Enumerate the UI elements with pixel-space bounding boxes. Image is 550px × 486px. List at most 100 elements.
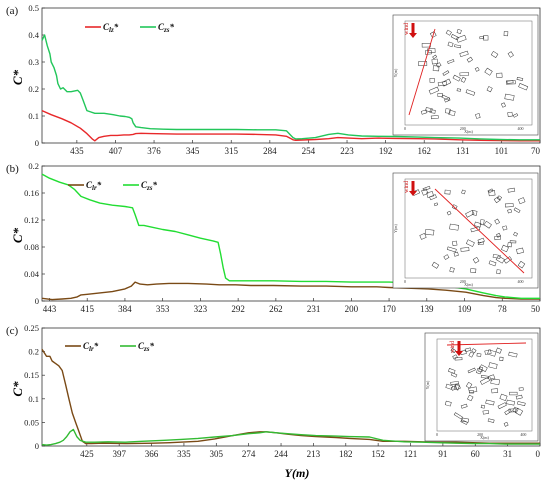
building [427, 48, 436, 54]
building [488, 260, 497, 267]
building [483, 35, 489, 41]
wind-arrow-shaft [411, 181, 415, 191]
building [487, 418, 495, 423]
x-tick-label: 223 [340, 146, 354, 156]
building [496, 269, 501, 275]
building [493, 196, 501, 204]
building [485, 399, 495, 406]
building [516, 77, 524, 81]
building [418, 61, 428, 67]
plot-frame [41, 7, 541, 144]
building [446, 246, 457, 253]
building [467, 367, 476, 374]
inset-tick-label: 400 [517, 279, 523, 284]
legend: Clz* Czs* [85, 22, 174, 34]
building [444, 400, 452, 407]
building [465, 239, 475, 247]
y-tick-label: 0.08 [24, 242, 39, 252]
y-tick-label: 0.12 [24, 215, 39, 225]
building [489, 374, 496, 381]
y-axis-label: C* [10, 381, 25, 397]
building [518, 83, 529, 91]
building [424, 228, 435, 236]
building [447, 59, 455, 64]
building [512, 113, 519, 118]
building [507, 187, 516, 193]
x-tick-label: 78 [498, 304, 508, 314]
building [445, 383, 453, 390]
building [479, 219, 485, 226]
inset-plot-area [436, 338, 533, 432]
building [425, 107, 433, 113]
building [488, 190, 496, 197]
x-axis-label: Y(m) [285, 466, 310, 480]
building [509, 391, 518, 396]
series-line-2 [41, 34, 540, 141]
y-tick-label: 0.25 [24, 323, 39, 333]
x-tick-label: 121 [404, 449, 418, 459]
x-tick-label: 182 [339, 449, 353, 459]
building [428, 86, 440, 95]
inset-tick-label: 0 [404, 279, 406, 284]
building [503, 256, 512, 264]
x-tick-label: 60 [471, 449, 481, 459]
building [448, 368, 456, 374]
y-axis-label: C* [10, 69, 25, 85]
y-tick-label: 0.04 [24, 269, 40, 279]
building [450, 34, 459, 41]
building [452, 240, 458, 246]
legend-label: Clz* [103, 22, 119, 34]
x-tick-label: 101 [495, 146, 509, 156]
building [492, 254, 501, 259]
y-tick-label: 0 [35, 296, 39, 306]
y-tick-label: 0.15 [24, 370, 39, 380]
panel-label: (a) [6, 5, 19, 17]
y-tick-label: 0.2 [28, 161, 39, 171]
building [496, 232, 501, 238]
building [443, 254, 450, 260]
building [488, 362, 498, 370]
building [500, 102, 506, 108]
panel-2: 0 0.04 0.08 0.12 0.16 0.2 443 415 384 353 323 292 26… [6, 161, 541, 314]
inset-map: wind X(m) Y(m) 0 200 400 [392, 172, 539, 289]
building [435, 62, 442, 68]
x-tick-label: 305 [210, 449, 224, 459]
wind-arrow-head [409, 33, 417, 38]
building [450, 348, 457, 354]
building [499, 393, 508, 401]
building [459, 72, 469, 77]
building [432, 54, 438, 60]
building [495, 255, 505, 264]
x-tick-label: 152 [371, 449, 385, 459]
building [479, 364, 488, 372]
building [454, 44, 462, 49]
x-tick-label: 335 [177, 449, 191, 459]
building [460, 419, 468, 425]
building [453, 384, 460, 391]
x-tick-label: 0 [536, 449, 541, 459]
y-tick-label: 0.4 [28, 30, 39, 40]
building [503, 421, 509, 427]
building [461, 189, 466, 195]
building [460, 403, 468, 409]
building [480, 404, 486, 409]
building [453, 412, 463, 420]
building [459, 50, 469, 58]
wind-label: wind [404, 181, 410, 193]
panel-label: (b) [6, 163, 19, 175]
building [460, 76, 467, 83]
building [497, 402, 507, 410]
x-tick-label: 213 [307, 449, 321, 459]
building [507, 111, 513, 117]
building [465, 209, 475, 218]
building [466, 56, 473, 63]
building [501, 244, 509, 253]
building [506, 399, 515, 406]
building [516, 247, 524, 255]
building [518, 387, 524, 391]
x-tick-label: 231 [307, 304, 321, 314]
building [454, 357, 463, 361]
building [484, 67, 493, 76]
building [437, 93, 443, 97]
building [490, 50, 499, 58]
